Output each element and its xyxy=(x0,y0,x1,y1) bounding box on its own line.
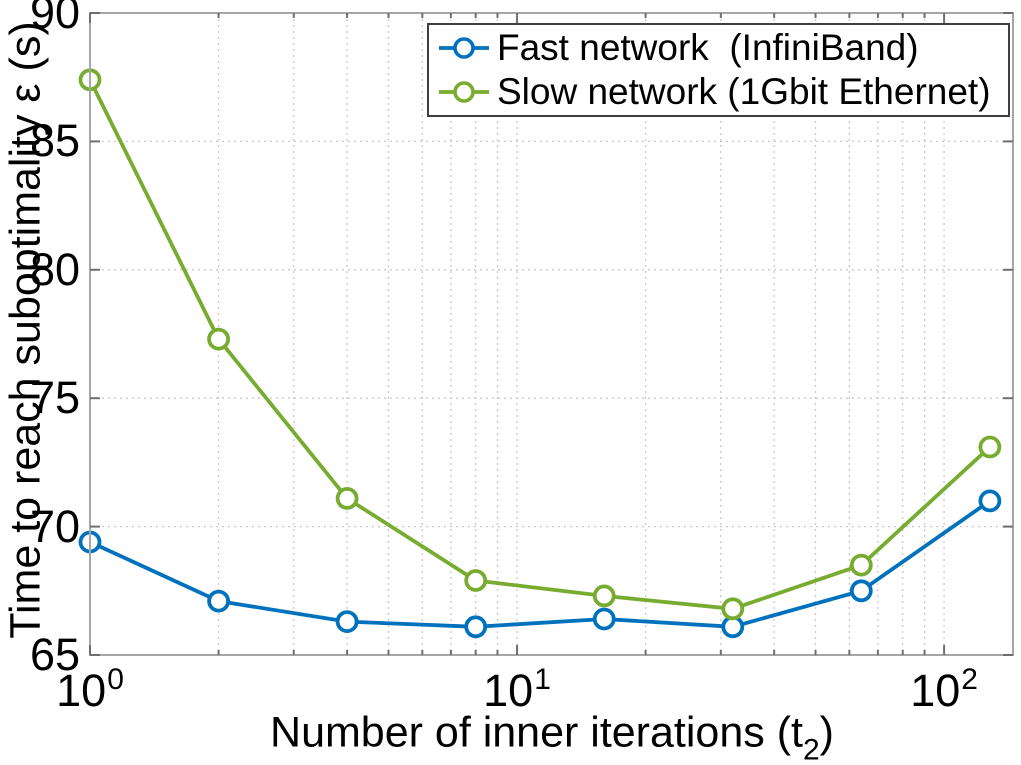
legend-label-slow-network: Slow network (1Gbit Ethernet) xyxy=(497,71,991,112)
data-point-marker xyxy=(721,597,745,621)
legend-label-fast-network: Fast network (InfiniBand) xyxy=(497,27,919,68)
y-tick-label: 80 xyxy=(29,243,80,295)
data-point-marker xyxy=(464,569,488,592)
data-point-marker xyxy=(592,584,616,608)
series-line-0 xyxy=(88,498,992,629)
data-point-marker xyxy=(207,327,231,351)
data-point-marker xyxy=(207,589,231,613)
legend-item-fast-network: Fast network (InfiniBand) xyxy=(438,27,1008,69)
x-axis-label-text: Number of inner iterations (t xyxy=(270,708,803,757)
plot-area xyxy=(78,12,1014,656)
data-point-marker xyxy=(978,489,1002,513)
y-tick-label: 90 xyxy=(29,0,80,38)
line-marker-icon xyxy=(439,37,489,59)
data-point-marker xyxy=(849,579,873,603)
y-tick-label: 75 xyxy=(29,372,80,424)
line-marker-icon xyxy=(439,81,489,103)
data-point-marker xyxy=(335,610,359,633)
data-point-marker xyxy=(849,553,873,577)
x-tick-label: 100 xyxy=(56,663,124,716)
series-line-1 xyxy=(88,77,992,611)
x-tick-label: 102 xyxy=(910,663,978,716)
y-axis-label: Time to reach suboptimality ε (s) xyxy=(1,21,50,639)
legend-item-slow-network: Slow network (1Gbit Ethernet) xyxy=(438,71,1008,113)
x-axis-label: Number of inner iterations (t2) xyxy=(270,708,834,765)
x-axis-label-close: ) xyxy=(819,708,834,757)
data-point-marker xyxy=(464,615,488,639)
data-point-marker xyxy=(335,486,359,510)
legend: Fast network (InfiniBand) Slow network (… xyxy=(427,23,1010,117)
x-tick-label: 101 xyxy=(483,663,551,716)
data-point-marker xyxy=(978,435,1002,459)
y-tick-label: 85 xyxy=(29,115,80,167)
x-axis-label-subscript: 2 xyxy=(802,733,820,765)
plot-border xyxy=(89,12,1014,656)
data-point-marker xyxy=(592,607,616,631)
y-tick-label: 65 xyxy=(29,629,80,680)
y-tick-label: 70 xyxy=(29,500,80,552)
